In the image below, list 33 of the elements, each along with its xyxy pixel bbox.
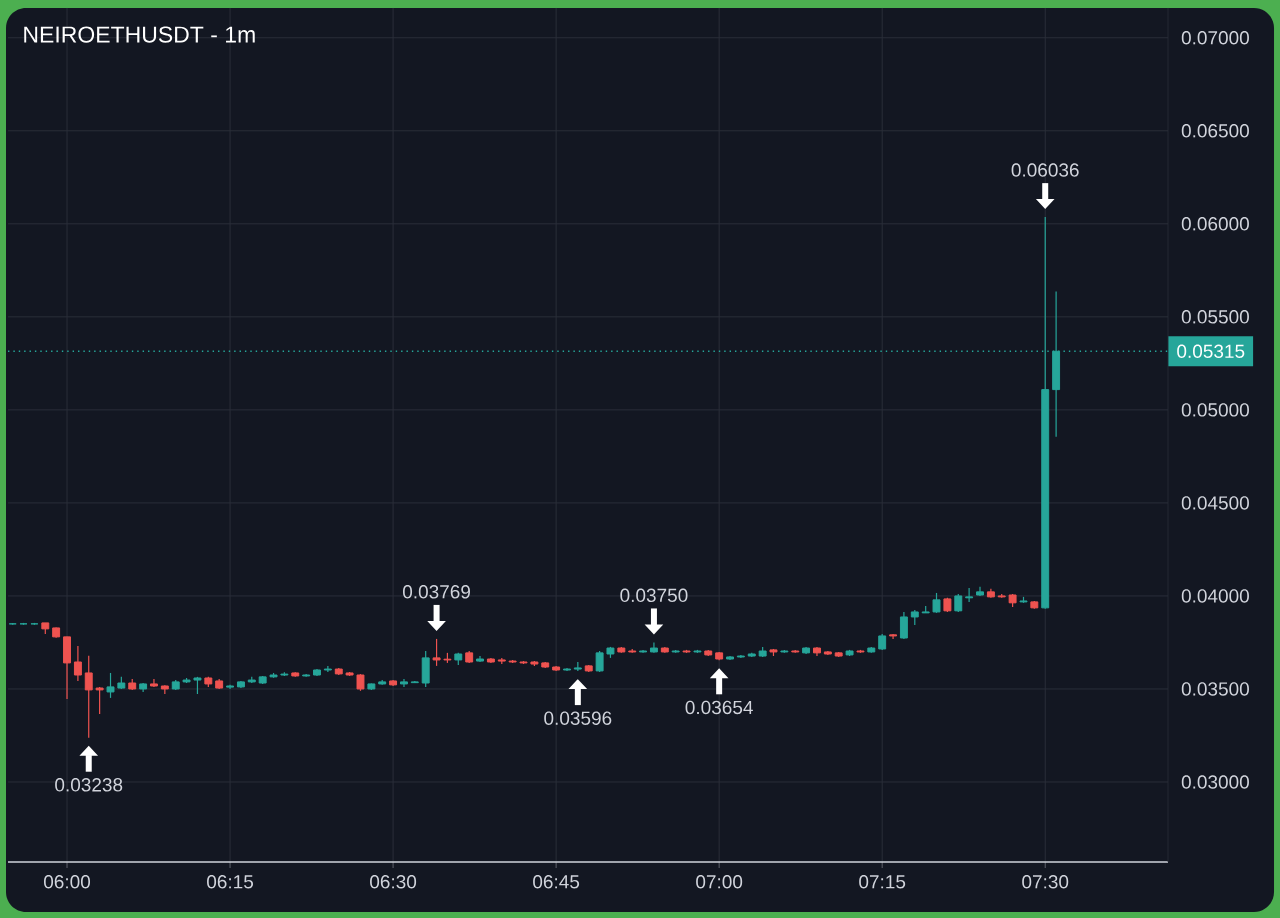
candlestick [432,638,441,667]
x-tick-label: 06:30 [370,875,417,889]
candlestick [95,686,104,715]
annotation: 0.03654 [685,700,753,715]
y-tick-label: 0.06500 [1181,124,1249,138]
ref-line-label: 0.05315 [1177,344,1245,358]
x-tick-label: 07:15 [859,875,906,889]
y-tick-label: 0.03500 [1181,682,1249,696]
candlestick [954,593,963,613]
y-tick-label: 0.04000 [1181,589,1249,603]
y-tick-label: 0.04500 [1181,496,1249,510]
annotation: 0.03769 [402,585,470,599]
x-tick-label: 06:45 [533,875,580,889]
y-tick-label: 0.05500 [1181,310,1249,324]
candlestick [965,587,974,603]
annotation: 0.03238 [55,778,123,792]
text: NEIROETHUSDT - 1m [24,26,255,43]
candlestick [899,611,908,640]
annotation: 0.06036 [1011,163,1079,177]
annotation: 0.03596 [544,711,612,725]
candlestick [106,672,115,699]
candlestick [73,645,82,682]
y-tick-label: 0.05000 [1181,403,1249,417]
x-tick-label: 07:00 [696,875,743,889]
candlestick [84,655,93,739]
x-tick-label: 07:30 [1022,875,1069,889]
y-tick-label: 0.06000 [1181,217,1249,231]
candlestick [932,592,941,614]
annotation: 0.03750 [620,588,688,603]
x-tick-label: 06:00 [43,875,91,889]
x-tick-label: 06:15 [207,875,254,889]
y-tick-label: 0.03000 [1181,775,1249,789]
y-tick-label: 0.07000 [1181,31,1249,45]
